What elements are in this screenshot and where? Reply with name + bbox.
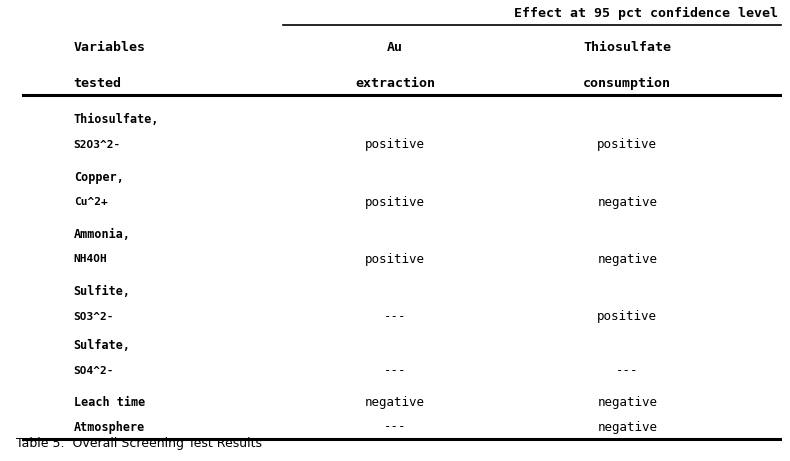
Text: Table 5.  Overall Screening Test Results: Table 5. Overall Screening Test Results (16, 437, 261, 449)
Text: Ammonia,: Ammonia, (73, 228, 130, 241)
Text: Sulfite,: Sulfite, (73, 285, 130, 298)
Text: positive: positive (365, 253, 425, 266)
Text: extraction: extraction (355, 77, 435, 90)
Text: positive: positive (597, 310, 657, 323)
Text: Atmosphere: Atmosphere (73, 420, 145, 433)
Text: ---: --- (384, 310, 406, 323)
Text: consumption: consumption (583, 77, 672, 90)
Text: ---: --- (616, 364, 638, 377)
Text: Effect at 95 pct confidence level: Effect at 95 pct confidence level (514, 7, 778, 20)
Text: negative: negative (365, 396, 425, 408)
Text: negative: negative (597, 195, 657, 208)
Text: negative: negative (597, 253, 657, 266)
Text: Sulfate,: Sulfate, (73, 339, 130, 352)
Text: NH4OH: NH4OH (73, 254, 107, 265)
Text: Thiosulfate,: Thiosulfate, (73, 113, 160, 126)
Text: Cu^2+: Cu^2+ (73, 197, 107, 207)
Text: SO3^2-: SO3^2- (73, 312, 115, 322)
Text: negative: negative (597, 396, 657, 408)
Text: ---: --- (384, 364, 406, 377)
Text: Leach time: Leach time (73, 396, 145, 408)
Text: ---: --- (384, 420, 406, 433)
Text: negative: negative (597, 420, 657, 433)
Text: positive: positive (365, 138, 425, 151)
Text: S2O3^2-: S2O3^2- (73, 140, 121, 150)
Text: Copper,: Copper, (73, 171, 123, 183)
Text: positive: positive (365, 195, 425, 208)
Text: Variables: Variables (73, 41, 145, 54)
Text: tested: tested (73, 77, 122, 90)
Text: Au: Au (387, 41, 403, 54)
Text: SO4^2-: SO4^2- (73, 366, 115, 376)
Text: Thiosulfate: Thiosulfate (583, 41, 672, 54)
Text: positive: positive (597, 138, 657, 151)
